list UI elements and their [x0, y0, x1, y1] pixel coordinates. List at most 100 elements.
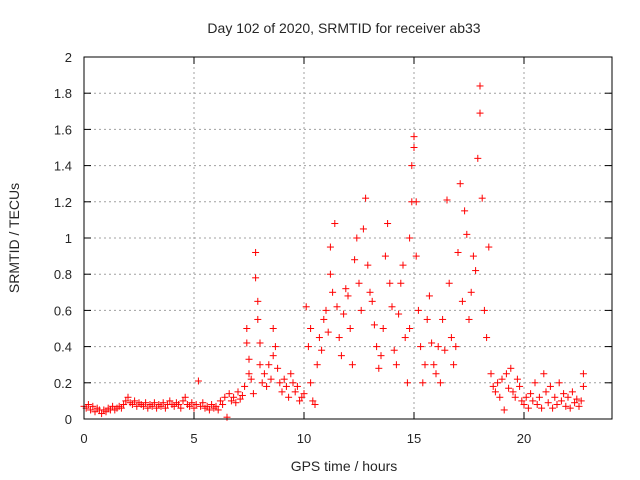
- data-point: [571, 399, 579, 407]
- y-tick-label: 2: [65, 50, 72, 65]
- data-point: [401, 334, 409, 342]
- data-point: [252, 248, 260, 256]
- data-point: [122, 397, 130, 405]
- y-tick-label: 1.6: [54, 122, 72, 137]
- data-point: [324, 328, 332, 336]
- data-point: [421, 361, 429, 369]
- data-point: [483, 334, 491, 342]
- data-point: [188, 399, 196, 407]
- data-point: [359, 225, 367, 233]
- data-point: [478, 194, 486, 202]
- data-point: [496, 393, 504, 401]
- data-point: [406, 325, 414, 332]
- data-point: [509, 388, 517, 396]
- data-point: [553, 401, 561, 409]
- data-point: [456, 180, 464, 188]
- data-point: [269, 352, 277, 360]
- data-point: [487, 370, 495, 378]
- data-point: [298, 393, 306, 401]
- data-point: [489, 382, 497, 390]
- data-point: [274, 364, 282, 372]
- data-point: [529, 397, 537, 405]
- data-point: [505, 384, 513, 392]
- data-point: [267, 375, 275, 383]
- data-point: [194, 377, 202, 385]
- data-point: [357, 306, 365, 314]
- data-point: [179, 397, 187, 405]
- data-point: [392, 361, 400, 369]
- data-point: [410, 144, 418, 151]
- y-axis-label: SRMTID / TECUs: [6, 183, 22, 293]
- x-tick-label: 20: [517, 431, 531, 446]
- data-point: [139, 402, 147, 410]
- data-point: [555, 379, 563, 387]
- data-point: [87, 406, 95, 414]
- data-point: [379, 325, 387, 332]
- data-point: [513, 375, 521, 383]
- data-point: [223, 413, 231, 421]
- data-point: [465, 315, 473, 323]
- data-points: [80, 82, 587, 421]
- data-point: [579, 370, 587, 378]
- data-point: [485, 243, 493, 251]
- data-point: [91, 408, 99, 416]
- data-point: [476, 82, 484, 90]
- data-point: [579, 382, 587, 390]
- data-point: [265, 361, 273, 369]
- data-point: [241, 382, 249, 390]
- data-point: [175, 401, 183, 409]
- data-point: [575, 402, 583, 410]
- data-point: [304, 343, 312, 351]
- chart-title: Day 102 of 2020, SRMTID for receiver ab3…: [207, 20, 480, 36]
- data-point: [544, 399, 552, 407]
- data-point: [443, 196, 451, 204]
- data-point: [234, 388, 242, 396]
- data-point: [467, 288, 475, 296]
- data-point: [386, 279, 394, 287]
- data-point: [117, 404, 125, 412]
- data-point: [412, 252, 420, 260]
- data-point: [568, 388, 576, 396]
- data-point: [287, 370, 295, 378]
- data-point: [243, 325, 251, 332]
- data-point: [368, 297, 376, 305]
- data-point: [562, 402, 570, 410]
- data-point: [131, 397, 139, 405]
- data-point: [192, 401, 200, 409]
- x-tick-labels: 0 5 10 15 20: [80, 431, 531, 446]
- y-tick-label: 0.6: [54, 303, 72, 318]
- data-point: [566, 404, 574, 412]
- data-point: [516, 382, 524, 390]
- data-point: [232, 399, 240, 407]
- data-point: [573, 395, 581, 403]
- data-point: [546, 382, 554, 390]
- data-point: [144, 404, 152, 412]
- data-point: [278, 388, 286, 396]
- data-point: [208, 401, 216, 409]
- data-point: [320, 315, 328, 323]
- data-point: [289, 379, 297, 387]
- data-point: [375, 364, 383, 372]
- data-point: [390, 346, 398, 354]
- data-point: [560, 390, 568, 398]
- data-point: [260, 370, 268, 378]
- data-point: [276, 379, 284, 387]
- data-point: [500, 406, 508, 414]
- data-point: [344, 292, 352, 300]
- axis-ticks: [83, 56, 612, 420]
- data-point: [98, 410, 106, 418]
- data-point: [445, 279, 453, 287]
- data-point: [535, 393, 543, 401]
- x-tick-label: 0: [80, 431, 87, 446]
- data-point: [296, 397, 304, 405]
- data-point: [291, 388, 299, 396]
- data-point: [199, 399, 207, 407]
- data-point: [128, 401, 136, 409]
- data-point: [346, 325, 354, 332]
- data-point: [307, 379, 315, 387]
- data-point: [384, 220, 392, 228]
- data-point: [124, 393, 132, 401]
- data-point: [159, 399, 167, 407]
